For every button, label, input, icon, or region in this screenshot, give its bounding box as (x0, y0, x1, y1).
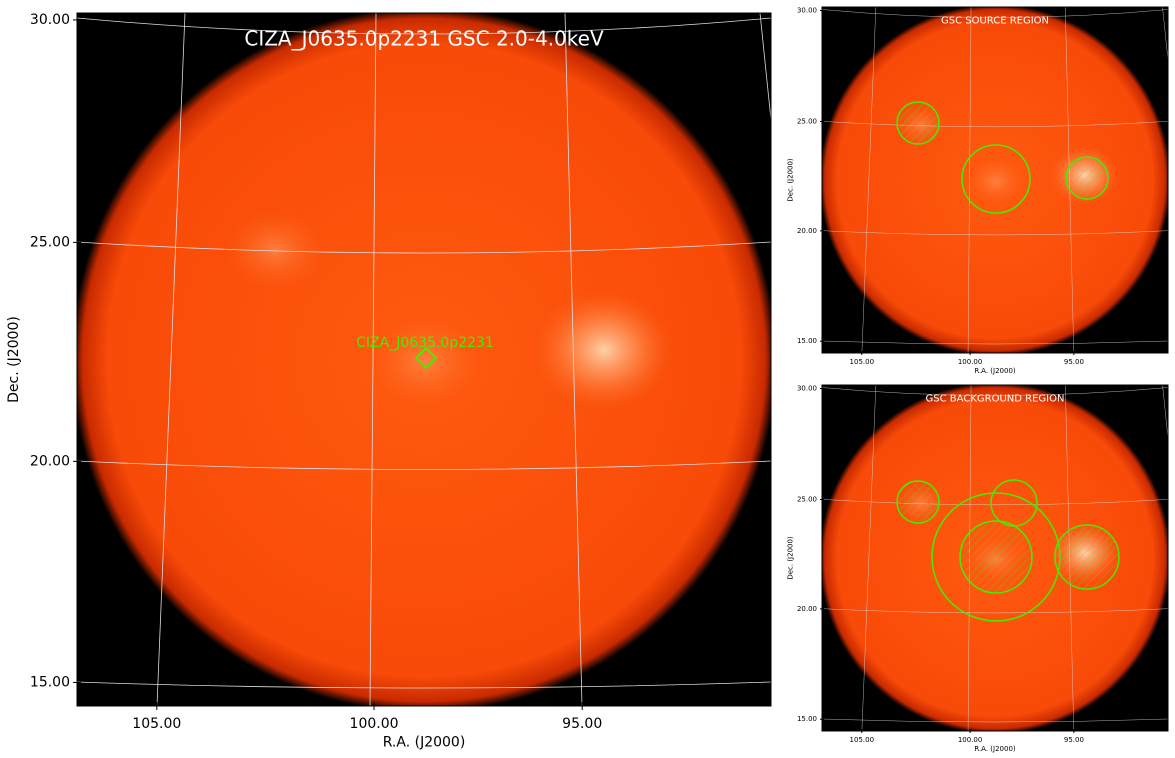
source-label: CIZA_J0635.0p2231 (356, 335, 494, 351)
x-axis-label: R.A. (J2000) (383, 734, 466, 750)
region-hatch (960, 521, 1032, 593)
y-tick-label: 30.00 (30, 12, 70, 28)
region-hatch (897, 102, 939, 144)
x-tick-label: 95.00 (562, 716, 602, 732)
y-axis-label: Dec. (J2000) (787, 158, 795, 202)
x-tick-label: 105.00 (850, 358, 875, 366)
x-tick-label: 95.00 (1064, 358, 1084, 366)
x-tick-label: 105.00 (132, 716, 181, 732)
y-tick-label: 25.00 (30, 234, 70, 250)
y-tick-label: 15.00 (797, 337, 817, 345)
y-tick-label: 30.00 (797, 6, 817, 14)
y-tick-label: 15.00 (797, 715, 817, 723)
frame (821, 6, 1169, 354)
region-hatch (1066, 157, 1108, 199)
y-tick-label: 20.00 (30, 453, 70, 469)
y-tick-label: 25.00 (797, 118, 817, 126)
sky-image (77, 13, 771, 706)
region (959, 520, 1033, 594)
y-tick-label: 20.00 (797, 605, 817, 613)
y-tick-label: 25.00 (797, 496, 817, 504)
y-tick-label: 15.00 (30, 674, 70, 690)
frame (821, 384, 1169, 732)
region-hatch (897, 481, 939, 523)
x-tick-label: 100.00 (958, 358, 983, 366)
region (961, 144, 1031, 214)
x-axis-label: R.A. (J2000) (974, 367, 1016, 375)
x-tick-label: 100.00 (958, 736, 983, 744)
source-marker (414, 346, 438, 370)
region (1054, 524, 1120, 590)
y-tick-label: 30.00 (797, 384, 817, 392)
sky-image (822, 7, 1168, 353)
x-tick-label: 100.00 (350, 716, 399, 732)
x-tick-label: 95.00 (1064, 736, 1084, 744)
region (1065, 156, 1109, 200)
region (896, 101, 940, 145)
y-axis-label: Dec. (J2000) (787, 536, 795, 580)
y-tick-label: 20.00 (797, 227, 817, 235)
x-axis-label: R.A. (J2000) (974, 745, 1016, 753)
panel-title: CIZA_J0635.0p2231 GSC 2.0-4.0keV (244, 27, 604, 51)
region (896, 480, 940, 524)
frame (76, 12, 772, 707)
panel-title: GSC SOURCE REGION (941, 16, 1049, 27)
y-axis-label: Dec. (J2000) (6, 316, 22, 403)
panel-title: GSC BACKGROUND REGION (926, 394, 1065, 405)
x-tick-label: 105.00 (850, 736, 875, 744)
region-hatch (1055, 525, 1119, 589)
